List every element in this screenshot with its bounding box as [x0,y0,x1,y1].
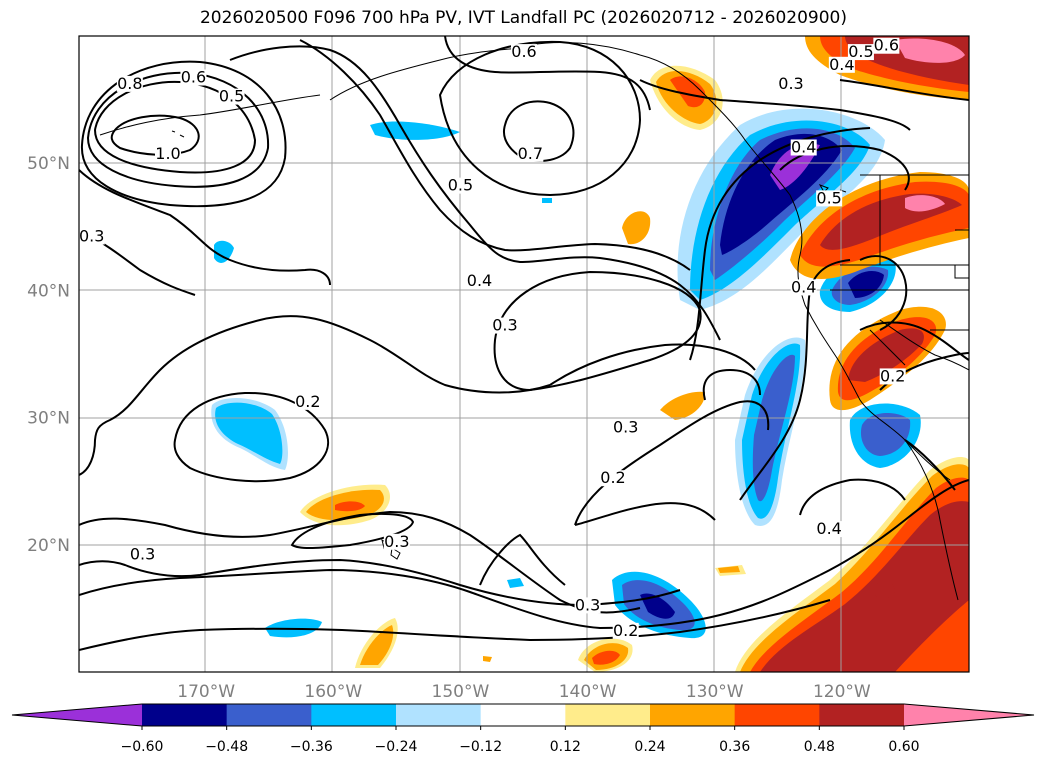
colorbar-tick-label: 0.60 [888,739,919,755]
colorbar-segment [396,704,482,726]
contour-label: 0.3 [492,316,517,335]
contour-label: 0.6 [511,42,536,61]
contour-label: 0.5 [848,42,873,61]
contour-label-background [879,368,906,385]
contour-label-background [612,419,639,436]
contour-label: 0.5 [448,176,473,195]
contour-label: 0.5 [816,188,841,207]
contour-label-background [612,622,639,639]
colorbar-tick-label: 0.12 [550,739,581,755]
contour-label: 0.3 [613,417,638,436]
map-area: 0.8 0.60.51.00.60.70.50.40.30.30.20.30.20… [79,36,969,672]
contour-label-background [790,279,817,296]
contour-labels: 0.8 0.60.51.00.60.70.50.40.30.30.20.30.20… [79,36,906,640]
contour-label-background [116,75,143,92]
colorbar-extend-min [12,704,142,726]
contour-label-background [491,317,518,334]
contour-label-background [447,177,474,194]
longitude-tick-label: 150°W [432,682,490,702]
colorbar-segment [142,704,228,726]
contour-label: 0.3 [384,532,409,551]
pv-contours [79,36,969,651]
longitude-tick-label: 160°W [304,682,362,702]
contour-label: 0.3 [778,74,803,93]
latitude-tick-label: 50°N [27,154,70,174]
colorbar-segment [819,704,905,726]
colorbar-segment [565,704,651,726]
colorbar-extend-max [904,704,1034,726]
contour-label-background [511,44,537,61]
contour-label: 0.4 [467,271,492,290]
colorbar-tick-label: −0.60 [121,739,164,755]
longitude-tick-label: 140°W [559,682,617,702]
contour-label-background [816,190,843,207]
contour-label-background [218,88,245,105]
colorbar-tick-label: 0.24 [634,739,665,755]
contour-label-background [816,521,843,538]
latitude-tick-label: 20°N [27,536,70,556]
contour-label-background [294,393,321,410]
latitude-tick-label: 30°N [27,409,70,429]
longitude-tick-label: 170°W [177,682,235,702]
longitude-tick-label: 120°W [813,682,871,702]
map-title: 2026020500 F096 700 hPa PV, IVT Landfall… [199,8,847,28]
contour-label: 0.6 [874,36,899,55]
colorbar-tick-label: 0.48 [804,739,835,755]
contour-label-background [790,139,817,156]
contour-label: 0.2 [295,392,320,411]
contour-label-background [155,145,181,162]
shaded-anomalies [211,36,969,672]
contour-label-background [873,37,900,54]
contour-label: 0.4 [791,277,816,296]
colorbar: −0.60 −0.48 −0.36 −0.24 −0.12 0.12 0.24 0.36 0.4… [11,703,1035,755]
contour-label-background [778,75,804,92]
latitude-tick-label: 40°N [27,281,70,301]
contour-label: 0.8 [117,74,142,93]
contour-label: 0.2 [613,621,638,640]
colorbar-segment [226,704,312,726]
map-frame [78,35,970,673]
contour-label-background [847,44,874,61]
contour-label: 0.4 [816,519,841,538]
contour-label: 0.2 [880,366,905,385]
colorbar-segment [650,704,736,726]
colorbar-segment [480,704,566,726]
contour-label-background [129,546,156,563]
contour-label: 0.5 [219,87,244,106]
contour-label-background [600,470,626,487]
contour-label: 0.7 [518,144,543,163]
contour-label: 1.0 [155,144,180,163]
longitude-tick-label: 130°W [686,682,744,702]
colorbar-tick-label: −0.24 [375,739,418,755]
contour-label-background [79,228,105,245]
graticule [79,36,969,672]
colorbar-tick-label: −0.12 [459,739,502,755]
contour-label-background [517,145,544,162]
contour-label: 0.2 [600,468,625,487]
contour-label: 0.6 [181,68,206,87]
contour-label-background [383,533,410,550]
contour-label: 0.3 [130,545,155,564]
longitude-axis: 170°W 160°W 150°W 140°W 130°W 120°W [177,682,871,702]
contour-label-background [828,56,855,73]
contour-label-background [466,273,493,290]
colorbar-segment [311,704,397,726]
colorbar-segment [734,704,820,726]
latitude-axis: 50°N 40°N 30°N 20°N [27,154,70,556]
contour-label: 0.4 [791,137,816,156]
contour-label-background [574,597,601,614]
contour-label-background [180,69,207,86]
colorbar-tick-label: −0.36 [290,739,333,755]
colorbar-tick-label: 0.36 [719,739,750,755]
contour-label: 0.3 [79,227,104,246]
contour-label: 0.3 [575,595,600,614]
colorbar-tick-label: −0.48 [205,739,248,755]
